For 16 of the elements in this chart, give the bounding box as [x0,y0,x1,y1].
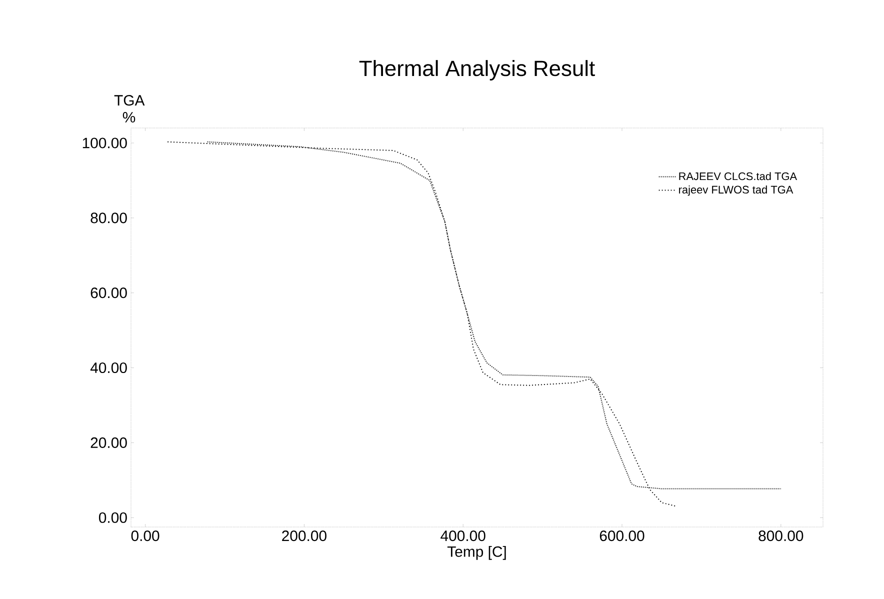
x-axis-title: Temp [C] [447,546,506,560]
x-tick-label: 0.00 [131,530,160,542]
chart-title: Thermal Analysis Result [359,60,595,80]
y-tick-label: 60.00 [90,288,127,298]
y-tick-label: 20.00 [90,437,127,448]
legend-label: RAJEEV CLCS.tad TGA [679,172,798,180]
y-tick-label: 100.00 [82,138,127,148]
y-axis-title: TGA % [114,95,145,122]
legend-label: rajeev FLWOS tad TGA [679,186,794,196]
x-tick-label: 200.00 [282,530,326,542]
x-tick-label: 600.00 [600,530,644,542]
y-tick-label: 80.00 [90,212,127,224]
x-tick-label: 800.00 [758,530,804,542]
x-tick-label: 400.00 [440,530,486,542]
y-tick-label: 0.00 [98,512,127,523]
y-tick-label: 40.00 [90,362,127,374]
